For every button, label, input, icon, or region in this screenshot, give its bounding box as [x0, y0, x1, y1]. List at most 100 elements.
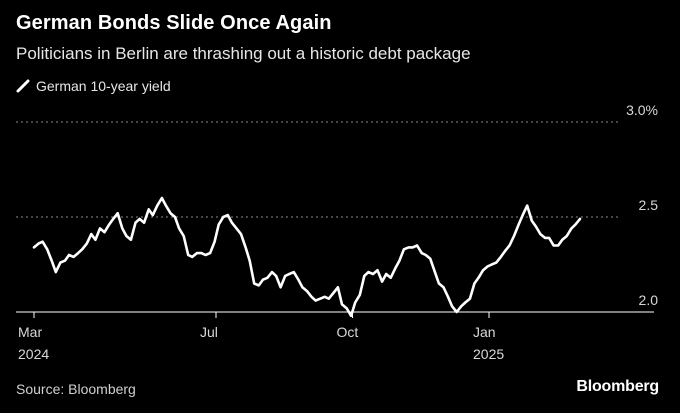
data-point [407, 246, 410, 249]
data-point [50, 259, 53, 262]
data-point [103, 231, 106, 233]
data-point [323, 296, 326, 298]
data-point [182, 235, 185, 237]
data-point [420, 252, 423, 254]
data-point [482, 269, 484, 272]
data-point [258, 284, 260, 287]
data-point [332, 292, 335, 294]
legend-label: German 10-year yield [36, 78, 171, 94]
data-point [579, 218, 581, 220]
legend-line-icon [16, 79, 30, 93]
data-point [33, 246, 35, 249]
data-point [557, 244, 559, 247]
data-point [227, 214, 229, 216]
data-point [434, 271, 436, 273]
data-point [94, 239, 97, 241]
data-point [248, 259, 251, 262]
data-point [513, 235, 515, 237]
data-point [81, 248, 83, 251]
bloomberg-logo: Bloomberg [576, 378, 659, 395]
data-point [385, 273, 388, 275]
data-point [561, 239, 564, 241]
data-point [495, 261, 498, 264]
data-point [59, 261, 62, 264]
data-point [112, 218, 114, 220]
data-point [389, 277, 392, 279]
data-point [464, 301, 467, 304]
data-point [116, 212, 119, 214]
data-point [266, 277, 269, 279]
data-point [178, 227, 180, 230]
data-point [77, 252, 79, 254]
data-point [372, 273, 374, 275]
data-point [521, 214, 524, 216]
data-point [367, 271, 370, 273]
data-point [138, 218, 141, 220]
data-point [539, 233, 542, 235]
y-tick-label-2: 2.0 [639, 292, 659, 308]
data-point [447, 296, 449, 298]
data-point [222, 216, 225, 218]
data-point [425, 254, 427, 256]
data-point [500, 256, 502, 258]
data-point [341, 303, 343, 306]
data-point [531, 220, 533, 222]
data-point [231, 221, 233, 224]
x-tick-year-0: 2024 [18, 346, 49, 362]
data-point [213, 240, 216, 243]
data-point [455, 311, 458, 313]
x-tick-label-2: Oct [337, 324, 359, 340]
data-point [275, 275, 277, 277]
data-point [548, 237, 550, 239]
data-point [108, 223, 110, 226]
data-point [552, 244, 555, 247]
data-point [350, 315, 352, 317]
data-point [544, 237, 546, 239]
data-point [288, 273, 291, 275]
x-tick-year-3: 2025 [473, 346, 504, 362]
data-point [411, 246, 414, 249]
data-point [477, 277, 480, 279]
data-point [55, 271, 57, 273]
data-point [174, 216, 176, 218]
data-point [337, 286, 339, 289]
data-point [143, 221, 145, 224]
data-point [486, 265, 489, 268]
data-point [301, 286, 304, 289]
data-point [490, 263, 493, 266]
data-point [284, 275, 287, 277]
data-point [187, 254, 189, 256]
data-point [508, 244, 511, 247]
data-point [200, 252, 203, 254]
y-tick-label-0: 3.0% [626, 102, 658, 118]
data-point [147, 208, 150, 211]
data-point [271, 271, 273, 273]
data-point [359, 294, 361, 296]
data-point [68, 254, 70, 256]
data-point [363, 275, 366, 277]
data-point [306, 290, 308, 292]
data-point [504, 250, 506, 252]
data-point [235, 227, 238, 230]
data-point [293, 271, 295, 273]
source-note: Source: Bloomberg [16, 381, 136, 397]
data-point [535, 225, 537, 228]
data-point [64, 259, 66, 262]
data-point [240, 233, 242, 235]
data-point [310, 296, 313, 298]
data-point [429, 258, 432, 260]
data-point [90, 233, 93, 235]
data-point [297, 278, 300, 281]
data-point [161, 197, 163, 199]
data-point [473, 282, 476, 285]
data-point [204, 254, 207, 256]
data-point [72, 256, 75, 258]
data-point [99, 227, 101, 230]
data-point [125, 235, 128, 237]
data-point [574, 223, 577, 226]
data-point [438, 282, 440, 285]
data-point [253, 282, 255, 285]
data-point [451, 305, 453, 308]
data-point [398, 259, 401, 262]
